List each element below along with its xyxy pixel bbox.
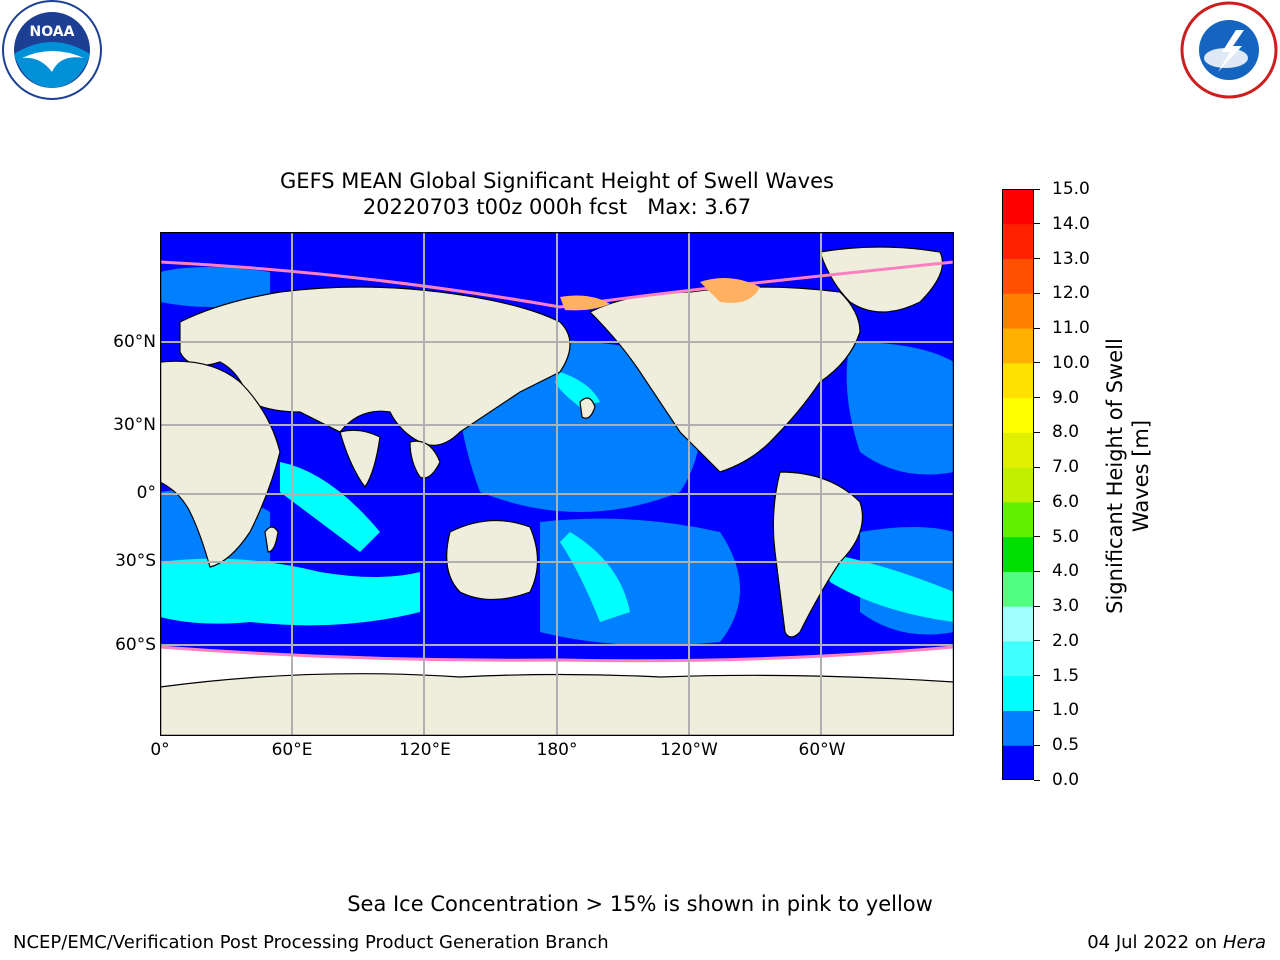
colorbar-tick-label: 12.0 xyxy=(1052,283,1090,304)
colorbar-tick-mark xyxy=(1034,431,1040,433)
colorbar-swatch xyxy=(1002,397,1034,433)
colorbar-tick-label: 15.0 xyxy=(1052,179,1090,199)
colorbar-tick-label: 14.0 xyxy=(1052,213,1090,234)
colorbar-tick-label: 3.0 xyxy=(1052,596,1080,617)
colorbar-tick-label: 1.0 xyxy=(1052,700,1080,721)
colorbar-tick-mark xyxy=(1034,744,1040,746)
colorbar-tick-mark xyxy=(1034,397,1040,399)
colorbar-tick-mark xyxy=(1034,570,1040,572)
noaa-logo: NOAA xyxy=(0,0,104,104)
colorbar-tick-label: 7.0 xyxy=(1052,457,1080,478)
lon-tick-0: 0° xyxy=(150,740,170,760)
colorbar-tick-mark xyxy=(1034,466,1040,468)
lon-tick-60w: 60°W xyxy=(798,740,846,760)
map-frame xyxy=(159,231,955,737)
colorbar-tick-mark xyxy=(1034,675,1040,677)
lon-tick-180: 180° xyxy=(536,740,578,760)
colorbar xyxy=(1002,189,1034,781)
colorbar-tick-label: 0.0 xyxy=(1052,770,1080,790)
colorbar-frame xyxy=(1002,189,1034,780)
lon-tick-120e: 120°E xyxy=(399,740,451,760)
colorbar-swatch xyxy=(1002,745,1034,781)
sea-ice-note: Sea Ice Concentration > 15% is shown in … xyxy=(347,892,933,916)
colorbar-swatch xyxy=(1002,640,1034,677)
lon-tick-120w: 120°W xyxy=(660,740,718,760)
colorbar-swatch xyxy=(1002,536,1034,572)
colorbar-label-line2: Waves [m] xyxy=(1129,419,1153,533)
nws-logo xyxy=(1178,0,1280,100)
colorbar-tick-mark xyxy=(1034,709,1040,711)
chart-title: GEFS MEAN Global Significant Height of S… xyxy=(280,169,834,193)
colorbar-swatch xyxy=(1002,675,1034,711)
colorbar-tick-label: 6.0 xyxy=(1052,491,1080,512)
colorbar-tick-label: 4.0 xyxy=(1052,561,1080,582)
colorbar-swatch xyxy=(1002,571,1034,607)
colorbar-tick-mark xyxy=(1034,327,1040,329)
nws-logo-icon xyxy=(1180,1,1278,99)
colorbar-tick-mark xyxy=(1034,292,1040,294)
noaa-logo-text: NOAA xyxy=(30,24,75,40)
footer-date: 04 Jul 2022 on Hera xyxy=(1087,932,1266,954)
lat-tick-60n: 60°N xyxy=(113,332,156,352)
colorbar-tick-label: 11.0 xyxy=(1052,318,1090,339)
colorbar-tick-label: 0.5 xyxy=(1052,735,1080,756)
land-masses xyxy=(159,246,955,737)
colorbar-tick-mark xyxy=(1034,258,1040,260)
colorbar-swatch xyxy=(1002,467,1034,503)
colorbar-tick-label: 9.0 xyxy=(1052,387,1080,408)
sea-ice-high xyxy=(560,278,760,311)
colorbar-tick-mark xyxy=(1034,536,1040,538)
colorbar-swatch xyxy=(1002,606,1034,642)
colorbar-tick-label: 2.0 xyxy=(1052,630,1080,651)
colorbar-tick-mark xyxy=(1034,362,1040,364)
colorbar-label-line1: Significant Height of Swell xyxy=(1103,338,1127,614)
colorbar-swatch xyxy=(1002,362,1034,399)
swell-high-areas xyxy=(160,372,954,626)
lat-tick-60s: 60°S xyxy=(115,635,156,655)
colorbar-tick-label: 8.0 xyxy=(1052,422,1080,443)
colorbar-tick-label: 5.0 xyxy=(1052,526,1080,547)
colorbar-label: Significant Height of Swell Waves [m] xyxy=(1102,316,1154,636)
lat-tick-30n: 30°N xyxy=(113,415,156,435)
colorbar-swatch xyxy=(1002,258,1034,294)
colorbar-tick-mark xyxy=(1034,501,1040,503)
colorbar-tick-label: 13.0 xyxy=(1052,248,1090,269)
colorbar-tick-mark xyxy=(1034,188,1040,190)
map-canvas xyxy=(159,231,955,737)
colorbar-swatch xyxy=(1002,293,1034,329)
colorbar-swatches xyxy=(1002,189,1034,781)
footer-date-text: 04 Jul 2022 on xyxy=(1087,932,1218,953)
colorbar-tick-mark xyxy=(1034,223,1040,225)
sea-ice-edge xyxy=(159,260,955,663)
colorbar-tick-label: 1.5 xyxy=(1052,665,1080,686)
colorbar-tick-mark xyxy=(1034,605,1040,607)
footer-credit: NCEP/EMC/Verification Post Processing Pr… xyxy=(13,932,609,953)
colorbar-swatch xyxy=(1002,328,1034,364)
colorbar-swatch xyxy=(1002,432,1034,468)
colorbar-tick-mark xyxy=(1034,779,1040,781)
colorbar-swatch xyxy=(1002,189,1034,225)
chart-subtitle: 20220703 t00z 000h fcst Max: 3.67 xyxy=(362,195,752,219)
colorbar-swatch xyxy=(1002,223,1034,260)
swell-height-map xyxy=(159,231,955,737)
noaa-logo-icon: NOAA xyxy=(2,0,102,100)
colorbar-swatch xyxy=(1002,501,1034,538)
colorbar-swatch xyxy=(1002,710,1034,746)
lat-tick-30s: 30°S xyxy=(115,551,156,571)
graticule xyxy=(160,232,954,736)
lat-tick-0: 0° xyxy=(136,483,156,503)
footer-host: Hera xyxy=(1222,932,1266,953)
colorbar-tick-label: 10.0 xyxy=(1052,352,1090,373)
lon-tick-60e: 60°E xyxy=(271,740,313,760)
colorbar-tick-mark xyxy=(1034,640,1040,642)
